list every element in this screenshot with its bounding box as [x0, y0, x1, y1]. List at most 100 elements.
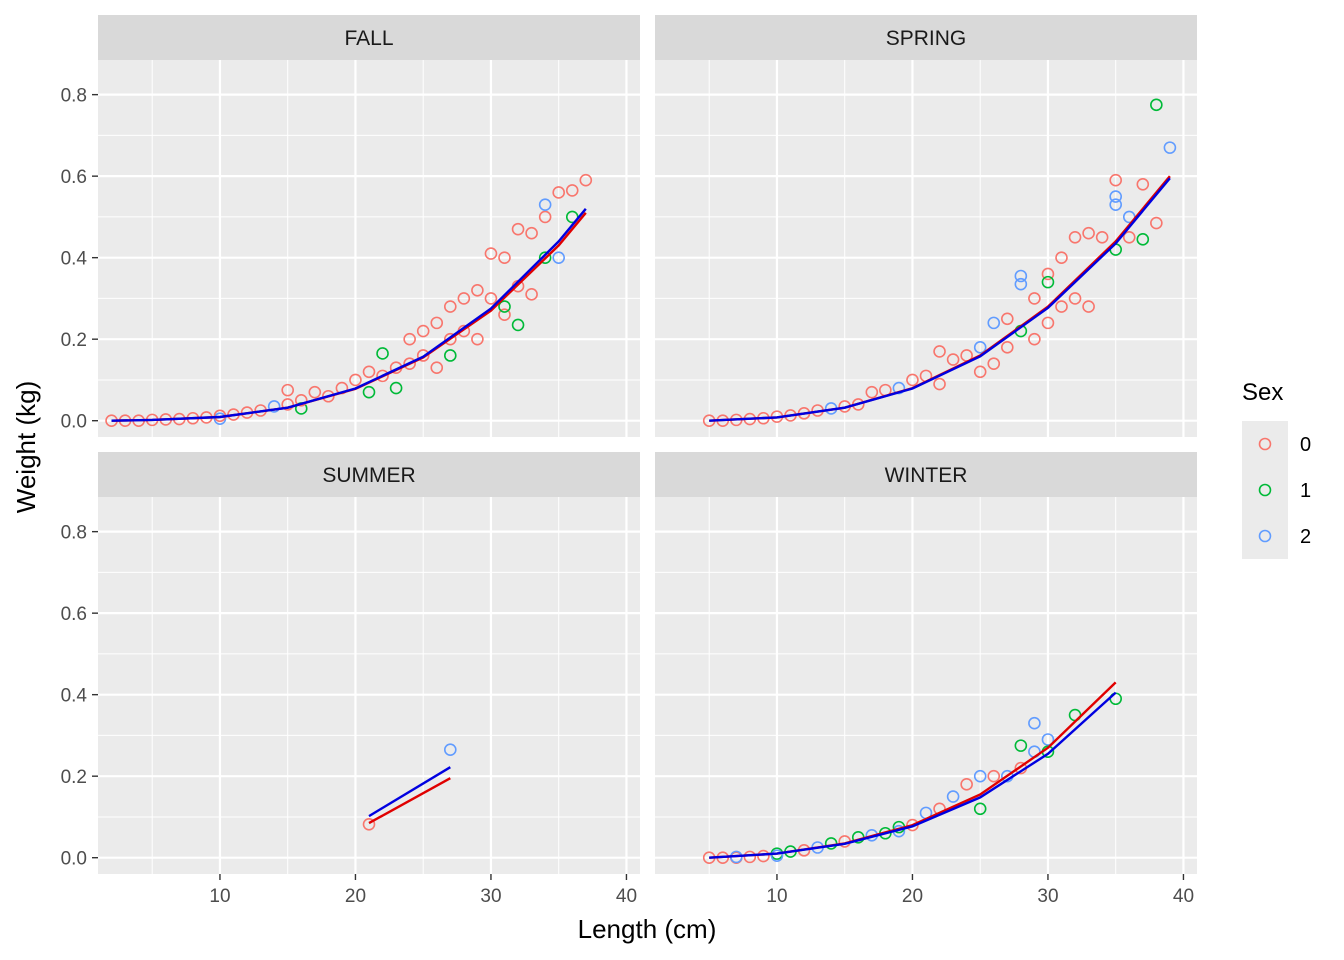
x-tick-label: 40	[1173, 886, 1194, 907]
legend: Sex 0 1 2	[1242, 379, 1311, 559]
data-point	[1028, 292, 1041, 305]
fit-line-blue	[368, 766, 451, 818]
data-point	[973, 365, 987, 379]
fit-line-blue	[709, 691, 1117, 859]
data-point	[281, 383, 295, 397]
data-point	[511, 222, 525, 236]
panel-winter: WINTER 10 20 30 40	[655, 452, 1197, 907]
data-point	[376, 369, 389, 383]
data-point	[403, 357, 416, 370]
legend-key-bg	[1242, 513, 1288, 559]
panel-summer: SUMMER 10 20 30 40 0.0 0.2 0.4 0.6 0.8	[61, 452, 640, 907]
data-point	[1136, 178, 1150, 191]
data-point	[403, 332, 416, 346]
data-point	[416, 324, 430, 338]
data-point	[498, 251, 511, 264]
data-point	[443, 300, 457, 313]
data-point	[1082, 226, 1095, 240]
fit-line-blue	[111, 208, 587, 422]
legend-label-2: 2	[1300, 526, 1311, 548]
y-tick-label: 0.2	[61, 330, 87, 351]
legend-label-0: 0	[1300, 434, 1311, 456]
data-point	[1109, 198, 1122, 211]
data-point	[1068, 292, 1082, 305]
data-point	[1000, 312, 1014, 326]
data-point	[1041, 267, 1055, 281]
data-point	[1109, 190, 1122, 203]
data-point	[906, 373, 919, 387]
data-point	[308, 385, 322, 399]
y-tick-label: 0.2	[61, 767, 87, 788]
data-point	[1109, 173, 1122, 187]
data-point	[1014, 739, 1028, 752]
legend-label-1: 1	[1300, 480, 1311, 502]
x-tick-label: 20	[345, 886, 366, 907]
y-tick-label: 0.0	[61, 849, 87, 870]
x-tick-label: 10	[766, 886, 787, 907]
data-point	[498, 300, 511, 313]
panel-background	[98, 497, 640, 874]
data-point	[281, 398, 295, 411]
y-tick-label: 0.8	[61, 86, 87, 107]
data-point	[416, 349, 430, 362]
data-point	[471, 283, 484, 297]
data-point	[538, 251, 552, 264]
data-point	[443, 743, 457, 756]
data-point	[376, 347, 389, 360]
x-tick-label: 10	[209, 886, 230, 907]
data-point	[1150, 216, 1163, 230]
data-point	[987, 769, 1001, 783]
data-point	[757, 849, 770, 863]
data-point	[946, 353, 960, 366]
points-fall	[105, 173, 593, 427]
strip-winter	[655, 452, 1197, 497]
strip-label-summer: SUMMER	[322, 464, 415, 487]
points-summer	[362, 743, 457, 831]
data-point	[430, 316, 444, 330]
data-point	[973, 341, 987, 354]
data-point	[498, 308, 511, 322]
data-point	[349, 373, 362, 387]
x-tick-label: 40	[616, 886, 637, 907]
legend-title: Sex	[1242, 379, 1283, 406]
data-point	[1082, 300, 1095, 313]
data-point	[973, 769, 987, 783]
data-point	[267, 400, 281, 413]
data-point	[443, 349, 457, 362]
x-axis-title: Length (cm)	[578, 914, 717, 944]
data-point	[987, 316, 1001, 330]
data-point	[1163, 141, 1177, 154]
data-point	[1014, 269, 1028, 283]
data-point	[552, 186, 566, 199]
panel-fall: FALL 0.0 0.2 0.4 0.6 0.8	[61, 15, 640, 437]
panel-background	[98, 60, 640, 437]
data-point	[1014, 277, 1028, 291]
data-point	[552, 251, 566, 264]
legend-key-1	[1258, 483, 1272, 497]
data-point	[538, 210, 552, 224]
data-point	[457, 292, 471, 305]
data-point	[443, 332, 457, 346]
y-tick-label: 0.6	[61, 604, 87, 625]
fit-line-red	[368, 777, 451, 825]
legend-key-bg	[1242, 467, 1288, 513]
data-point	[1068, 230, 1082, 244]
x-tick-label: 30	[1037, 886, 1058, 907]
data-point	[1122, 230, 1136, 244]
x-tick-label: 30	[480, 886, 501, 907]
data-point	[1055, 251, 1068, 264]
data-point	[322, 389, 335, 403]
points-winter	[702, 681, 1122, 864]
data-point	[389, 381, 403, 395]
y-axis-title: Weight (kg)	[11, 381, 41, 513]
data-point	[525, 226, 538, 240]
data-point	[933, 345, 946, 358]
data-point	[538, 198, 552, 211]
legend-entries: 0 1 2	[1242, 421, 1311, 559]
data-point	[484, 292, 498, 305]
panel-background	[655, 497, 1197, 874]
y-tick-label: 0.4	[61, 249, 88, 270]
y-tick-label: 0.4	[61, 686, 88, 707]
data-point	[1136, 233, 1150, 246]
data-point	[471, 332, 484, 346]
